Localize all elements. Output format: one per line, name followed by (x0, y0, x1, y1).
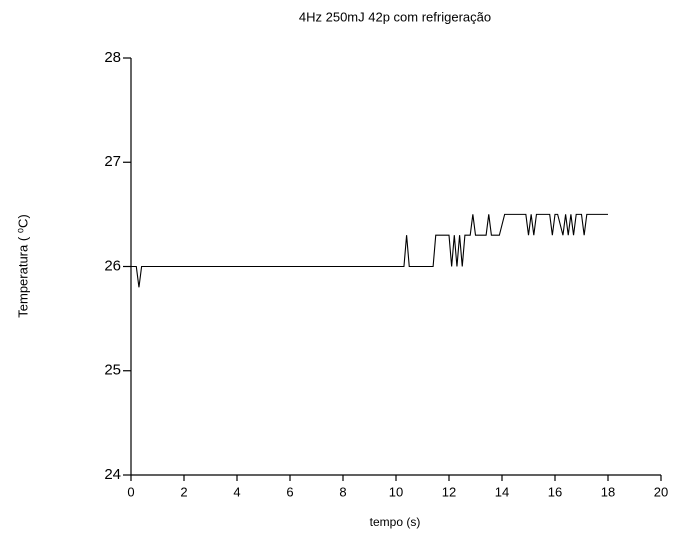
y-tick-label: 26 (104, 257, 121, 274)
y-tick-label: 24 (104, 466, 121, 483)
x-tick-label: 0 (127, 484, 134, 499)
x-tick-label: 18 (601, 484, 615, 499)
x-tick-label: 6 (286, 484, 293, 499)
y-axis-label: Temperatura ( ⁰C) (15, 214, 30, 317)
x-tick-label: 14 (495, 484, 509, 499)
y-tick-label: 27 (104, 153, 121, 170)
x-tick-label: 8 (339, 484, 346, 499)
y-tick-label: 28 (104, 49, 121, 66)
x-tick-label: 20 (654, 484, 668, 499)
x-tick-label: 2 (180, 484, 187, 499)
x-tick-label: 10 (389, 484, 403, 499)
x-tick-label: 4 (233, 484, 240, 499)
x-tick-label: 12 (442, 484, 456, 499)
y-tick-label: 25 (104, 362, 121, 379)
x-axis-label: tempo (s) (370, 515, 421, 529)
x-tick-label: 16 (548, 484, 562, 499)
chart-title: 4Hz 250mJ 42p com refrigeração (299, 9, 491, 24)
data-line (131, 213, 608, 288)
